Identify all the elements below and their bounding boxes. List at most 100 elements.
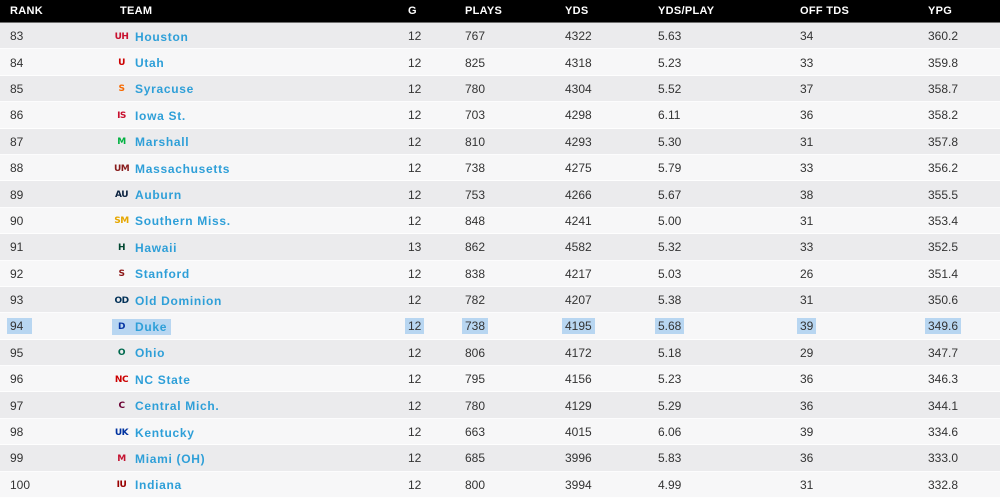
column-header-yards: YDS (565, 5, 589, 17)
table-row: 94 D Duke 12 738 4195 5.68 39 349.6 (0, 313, 1000, 340)
rank-cell: 99 (10, 451, 24, 466)
team-cell: IS Iowa St. (114, 107, 408, 124)
plays-cell: 862 (465, 240, 486, 255)
off-tds-cell: 38 (800, 187, 814, 202)
team-link[interactable]: Southern Miss. (135, 214, 231, 229)
team-cell: M Marshall (114, 133, 408, 150)
team-wrap: U Utah (112, 55, 168, 71)
off-tds-cell: 36 (800, 108, 814, 123)
yards-per-play-cell: 5.23 (658, 55, 682, 70)
team-logo-icon: C (118, 401, 125, 412)
team-cell: OD Old Dominion (114, 292, 408, 309)
team-wrap: OD Old Dominion (112, 293, 226, 309)
team-logo-icon: NC (114, 374, 129, 385)
team-link[interactable]: Syracuse (135, 82, 194, 97)
ypg-cell: 346.3 (928, 372, 959, 387)
team-link[interactable]: Duke (135, 319, 168, 334)
yards-per-play-cell: 5.63 (658, 29, 682, 44)
rank-cell: 85 (10, 81, 24, 96)
yards-per-play-cell: 5.23 (658, 372, 682, 387)
team-link[interactable]: Old Dominion (135, 293, 223, 308)
plays-cell: 663 (465, 425, 486, 440)
yards-cell: 4275 (565, 161, 592, 176)
team-link[interactable]: Utah (135, 56, 165, 71)
team-link[interactable]: NC State (135, 372, 191, 387)
team-logo-icon: UK (114, 427, 129, 438)
team-link[interactable]: Miami (OH) (135, 451, 206, 466)
ypg-cell: 347.7 (928, 345, 959, 360)
yards-per-play-cell: 5.30 (658, 134, 682, 149)
plays-cell: 782 (465, 293, 486, 308)
yards-cell: 4207 (565, 293, 592, 308)
yards-cell: 3994 (565, 477, 592, 492)
games-cell: 12 (408, 108, 422, 123)
yards-cell: 4172 (565, 345, 592, 360)
plays-cell: 703 (465, 108, 486, 123)
team-logo-icon: UH (114, 31, 129, 42)
off-tds-cell: 31 (800, 134, 814, 149)
ypg-cell: 359.8 (928, 55, 959, 70)
team-wrap: S Stanford (112, 266, 194, 282)
ypg-cell: 356.2 (928, 161, 959, 176)
team-wrap: M Marshall (112, 134, 193, 150)
yards-per-play-cell: 6.06 (658, 425, 682, 440)
team-logo-icon: M (117, 137, 126, 148)
rank-cell: 98 (10, 425, 24, 440)
column-header-games: G (408, 5, 417, 17)
ypg-cell: 360.2 (928, 29, 959, 44)
rank-cell: 87 (10, 134, 24, 149)
off-tds-cell: 33 (800, 161, 814, 176)
off-tds-cell: 33 (800, 240, 814, 255)
yards-cell: 4582 (565, 240, 592, 255)
team-link[interactable]: Auburn (135, 188, 182, 203)
team-link[interactable]: Kentucky (135, 425, 195, 440)
team-cell: H Hawaii (114, 239, 408, 256)
plays-cell: 738 (462, 318, 565, 335)
yards-cell: 4322 (565, 29, 592, 44)
table-header-row: RANK TEAM G PLAYS YDS YDS/PLAY OFF TDS Y… (0, 0, 1000, 23)
team-wrap: D Duke (112, 318, 172, 335)
team-logo-icon: M (117, 453, 126, 464)
team-link[interactable]: Marshall (135, 135, 190, 150)
rank-cell: 90 (10, 213, 24, 228)
games-cell: 12 (408, 425, 422, 440)
yards-per-play-cell: 5.18 (658, 345, 682, 360)
team-wrap: C Central Mich. (112, 398, 223, 414)
table-row: 96 NC NC State 12 795 4156 5.23 36 346.3 (0, 366, 1000, 393)
games-cell: 12 (408, 293, 422, 308)
yards-per-play-cell: 5.52 (658, 81, 682, 96)
team-link[interactable]: Indiana (135, 478, 182, 493)
yards-cell: 4217 (565, 266, 592, 281)
table-row: 88 UM Massachusetts 12 738 4275 5.79 33 … (0, 154, 1000, 182)
off-tds-cell: 31 (800, 213, 814, 228)
plays-cell: 780 (465, 398, 486, 413)
games-cell: 12 (408, 161, 422, 176)
team-link[interactable]: Stanford (135, 267, 190, 282)
team-wrap: M Miami (OH) (112, 451, 209, 467)
rank-cell: 93 (10, 293, 24, 308)
team-cell: D Duke (112, 318, 408, 335)
games-cell: 12 (408, 81, 422, 96)
table-row: 89 AU Auburn 12 753 4266 5.67 38 355.5 (0, 181, 1000, 208)
team-link[interactable]: Ohio (135, 346, 166, 361)
team-link[interactable]: Massachusetts (135, 161, 231, 176)
plays-cell: 795 (465, 372, 486, 387)
off-tds-cell: 36 (800, 451, 814, 466)
off-tds-cell: 33 (800, 55, 814, 70)
plays-cell: 810 (465, 134, 486, 149)
games-cell: 12 (408, 372, 422, 387)
team-logo-icon: OD (114, 295, 129, 306)
yards-per-play-cell: 5.29 (658, 398, 682, 413)
yards-cell: 4304 (565, 81, 592, 96)
table-row: 83 UH Houston 12 767 4322 5.63 34 360.2 (0, 23, 1000, 50)
team-link[interactable]: Central Mich. (135, 399, 220, 414)
team-cell: O Ohio (114, 344, 408, 361)
team-link[interactable]: Iowa St. (135, 108, 186, 123)
ypg-cell: 349.6 (925, 318, 1000, 335)
team-cell: SM Southern Miss. (114, 212, 408, 229)
games-cell: 12 (405, 318, 465, 335)
plays-cell: 753 (465, 187, 486, 202)
team-link[interactable]: Houston (135, 29, 189, 44)
yards-per-play-cell: 5.79 (658, 161, 682, 176)
team-link[interactable]: Hawaii (135, 240, 178, 255)
